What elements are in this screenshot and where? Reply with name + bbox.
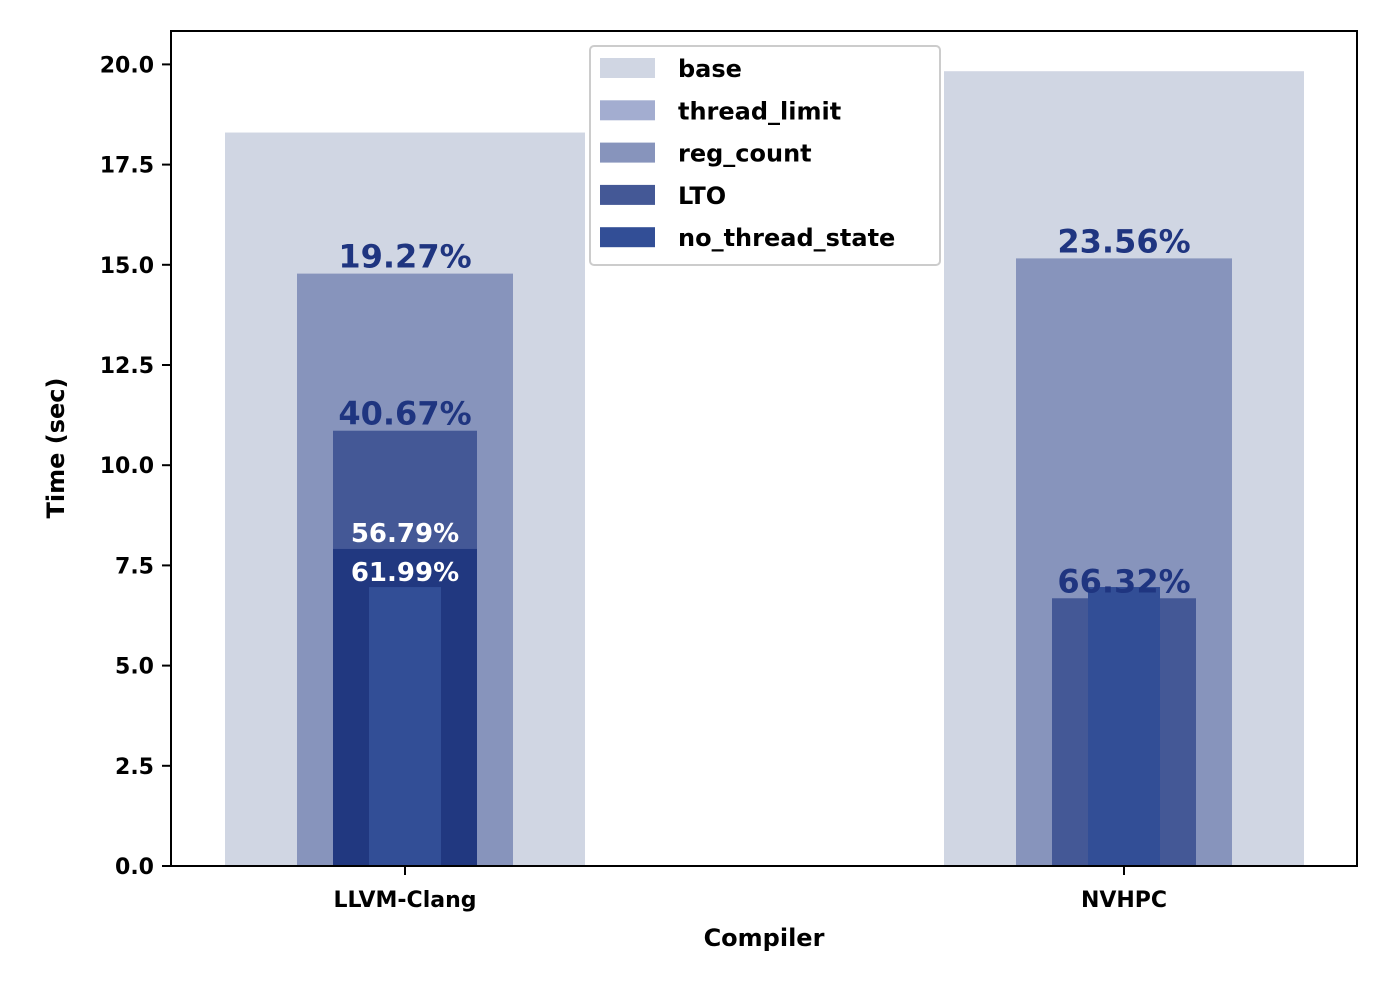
y-tick-label: 0.0 <box>115 855 154 880</box>
legend-label-base: base <box>678 55 742 83</box>
bars-layer <box>225 71 1304 866</box>
legend-box <box>589 45 941 266</box>
y-tick-label: 15.0 <box>100 254 154 279</box>
y-tick-label: 12.5 <box>100 354 154 379</box>
bar-label-LTO-llvm-clang: 40.67% <box>338 395 471 433</box>
x-axis-title: Compiler <box>704 924 825 952</box>
y-tick-label: 5.0 <box>115 655 154 680</box>
legend-swatch-no_thread_state <box>600 227 655 248</box>
legend-swatch-LTO <box>600 184 655 205</box>
bar-label-reg_count-nvhpc: 23.56% <box>1057 222 1190 260</box>
legend: base thread_limit reg_count LTO no_thread_st… <box>589 45 941 266</box>
y-tick-label: 7.5 <box>115 554 154 579</box>
bar-label-no_thread_state-llvm-clang: 56.79% <box>351 519 459 549</box>
plot-frame <box>170 30 1358 867</box>
x-axis: LLVM-Clang NVHPC <box>334 866 1167 913</box>
y-tick-label: 10.0 <box>100 454 154 479</box>
bar-label-LTO-nvhpc: 66.32% <box>1057 562 1190 600</box>
bar-no_thread_state-nvhpc <box>1088 587 1160 866</box>
y-axis-title: Time (sec) <box>42 378 70 519</box>
bar-label-no_thread_state-nvhpc: 61.99% <box>351 558 459 588</box>
legend-label-thread_limit: thread_limit <box>678 97 841 125</box>
legend-swatch-reg_count <box>600 142 655 163</box>
legend-label-LTO: LTO <box>678 182 726 210</box>
legend-label-reg_count: reg_count <box>678 140 812 168</box>
bar-labels-layer: 19.27% 23.56% 40.67% 66.32% 56.79% 61.99% <box>338 222 1190 600</box>
y-tick-label: 2.5 <box>115 755 154 780</box>
legend-swatch-base <box>600 58 655 78</box>
y-tick-label: 20.0 <box>100 53 154 78</box>
x-tick-label-nvhpc: NVHPC <box>1081 888 1167 913</box>
bar-no_thread_state-inner-llvm-clang <box>369 587 441 866</box>
legend-label-no_thread_state: no_thread_state <box>678 224 895 252</box>
y-axis: 0.0 2.5 5.0 7.5 10.0 12.5 15.0 17.5 20.0 <box>100 53 171 880</box>
y-tick-label: 17.5 <box>100 154 154 179</box>
x-tick-label-llvm-clang: LLVM-Clang <box>334 888 477 913</box>
legend-swatch-thread_limit <box>600 100 655 121</box>
bar-label-reg_count-llvm-clang: 19.27% <box>338 238 471 276</box>
